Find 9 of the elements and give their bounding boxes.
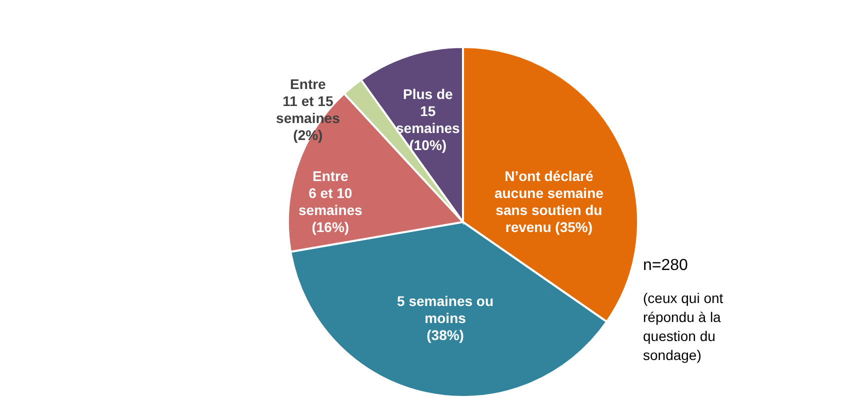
slice-label: N’ont déclaré aucune semaine sans soutien du revenu (35%) xyxy=(494,168,604,236)
slice-label: Plus de 15 semaines xyxy=(396,86,460,136)
slice-label: Entre 6 et 10 semaines xyxy=(298,168,363,218)
data-label: (38%) xyxy=(426,327,464,344)
slice-label: 5 semaines ou moins xyxy=(397,293,494,326)
data-label: (10%) xyxy=(409,136,447,153)
data-label: (16%) xyxy=(312,219,350,236)
text: n=280 xyxy=(643,257,688,274)
text: (ceux qui ont répondu à la question du sondage) xyxy=(643,290,724,363)
